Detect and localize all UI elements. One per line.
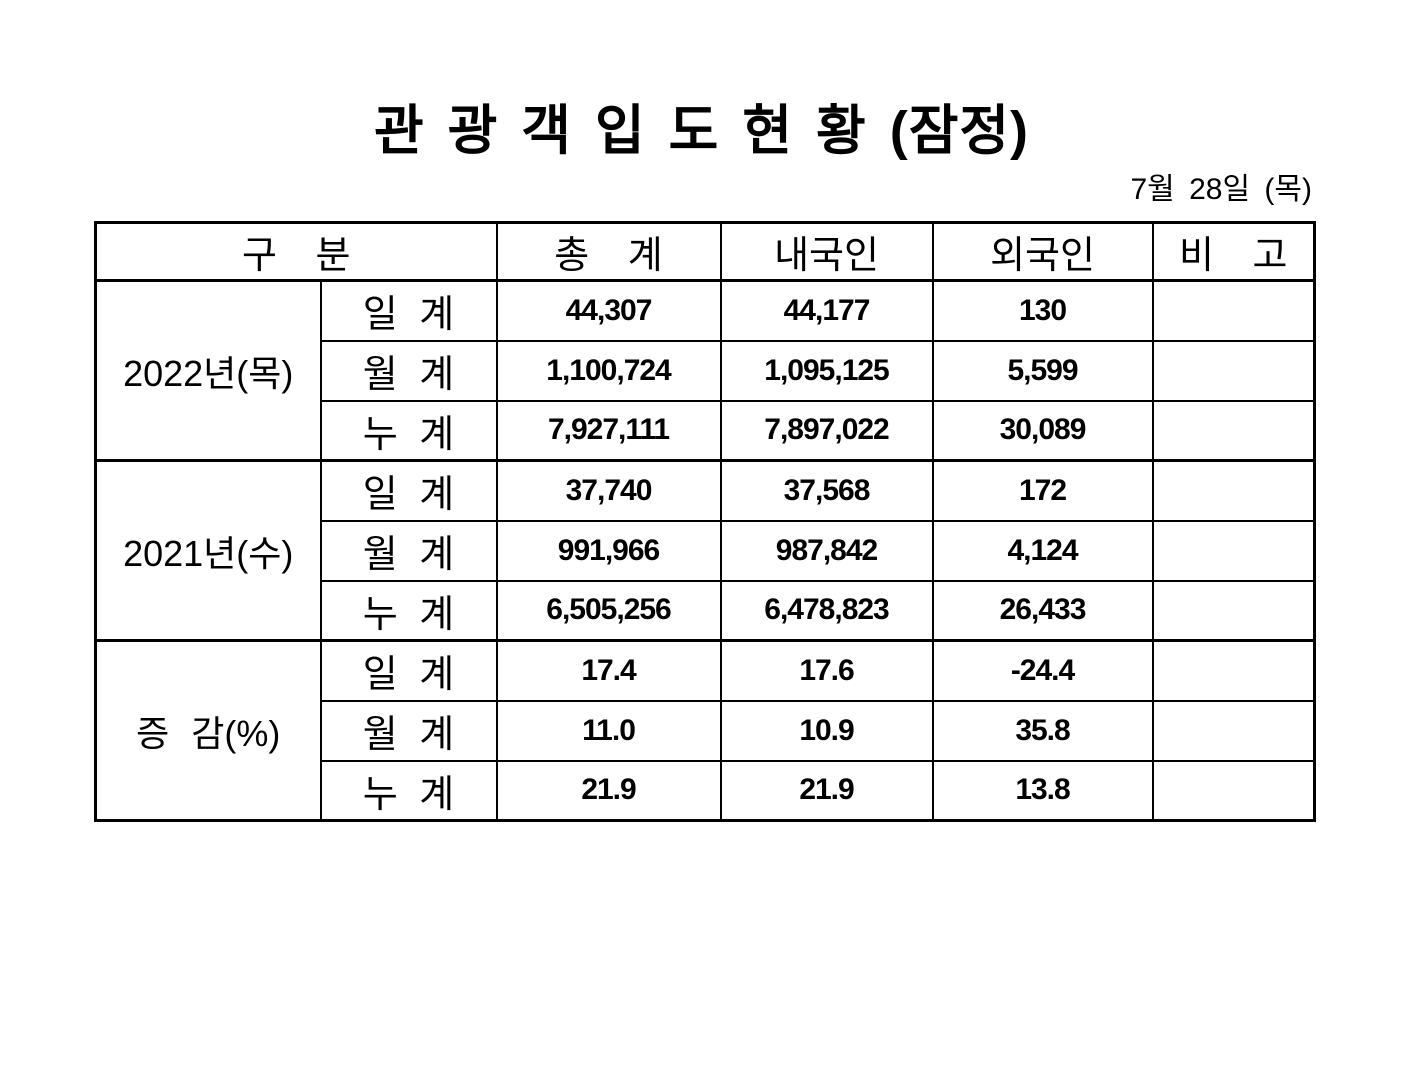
domestic-value: 21.9 — [719, 759, 934, 822]
foreign-value: 172 — [931, 459, 1154, 522]
header-domestic: 내국인 — [719, 221, 934, 282]
header-foreign: 외국인 — [931, 221, 1154, 282]
period-cell: 월 계 — [319, 339, 498, 402]
table-row: 누 계 7,927,111 7,897,022 30,089 — [96, 399, 1316, 462]
foreign-value: 30,089 — [931, 399, 1154, 462]
period-cell: 일 계 — [319, 459, 498, 522]
header-total: 총 계 — [495, 221, 722, 282]
tourist-arrival-table: 구 분 총 계 내국인 외국인 비 고 2022년(목) 일 계 44,307 … — [94, 221, 1317, 823]
foreign-value: 5,599 — [931, 339, 1154, 402]
period-cell: 월 계 — [319, 699, 498, 762]
domestic-value: 6,478,823 — [719, 579, 934, 642]
foreign-value: 35.8 — [931, 699, 1154, 762]
header-remark: 비 고 — [1151, 221, 1316, 282]
foreign-value: 130 — [931, 279, 1154, 342]
year-2022-cell: 2022년(목) — [94, 279, 322, 462]
change-percent-cell: 증 감(%) — [94, 639, 322, 822]
report-date: 7월 28일 (목) — [1130, 173, 1312, 207]
foreign-value: 26,433 — [931, 579, 1154, 642]
remark-cell — [1151, 279, 1316, 342]
domestic-value: 17.6 — [719, 639, 934, 702]
domestic-value: 37,568 — [719, 459, 934, 522]
table-row: 월 계 1,100,724 1,095,125 5,599 — [96, 339, 1316, 402]
year-2021-cell: 2021년(수) — [94, 459, 322, 642]
remark-cell — [1151, 759, 1316, 822]
total-value: 7,927,111 — [495, 399, 722, 462]
total-value: 6,505,256 — [495, 579, 722, 642]
table-row: 증 감(%) 일 계 17.4 17.6 -24.4 — [94, 639, 1316, 822]
remark-cell — [1151, 399, 1316, 462]
domestic-value: 44,177 — [719, 279, 934, 342]
domestic-value: 987,842 — [719, 519, 934, 582]
period-cell: 일 계 — [319, 639, 498, 702]
page-title: 관 광 객 입 도 현 황 (잠정) — [373, 101, 1030, 161]
remark-cell — [1151, 639, 1316, 702]
table-row: 누 계 6,505,256 6,478,823 26,433 — [96, 579, 1316, 642]
table-row: 월 계 11.0 10.9 35.8 — [96, 699, 1316, 762]
foreign-value: 13.8 — [931, 759, 1154, 822]
period-cell: 일 계 — [319, 279, 498, 342]
total-value: 44,307 — [495, 279, 722, 342]
remark-cell — [1151, 519, 1316, 582]
period-cell: 누 계 — [319, 759, 498, 822]
table-row: 2022년(목) 일 계 44,307 44,177 130 — [94, 279, 1316, 462]
total-value: 1,100,724 — [495, 339, 722, 402]
remark-cell — [1151, 699, 1316, 762]
table-row: 누 계 21.9 21.9 13.8 — [96, 759, 1316, 822]
total-value: 11.0 — [495, 699, 722, 762]
remark-cell — [1151, 339, 1316, 402]
table-row: 2021년(수) 일 계 37,740 37,568 172 — [94, 459, 1316, 642]
period-cell: 월 계 — [319, 519, 498, 582]
header-category: 구 분 — [94, 221, 498, 282]
remark-cell — [1151, 579, 1316, 642]
total-value: 37,740 — [495, 459, 722, 522]
foreign-value: 4,124 — [931, 519, 1154, 582]
period-cell: 누 계 — [319, 399, 498, 462]
total-value: 17.4 — [495, 639, 722, 702]
table-row: 월 계 991,966 987,842 4,124 — [96, 519, 1316, 582]
total-value: 21.9 — [495, 759, 722, 822]
header-row: 구 분 총 계 내국인 외국인 비 고 — [94, 221, 1316, 282]
remark-cell — [1151, 459, 1316, 522]
total-value: 991,966 — [495, 519, 722, 582]
period-cell: 누 계 — [319, 579, 498, 642]
foreign-value: -24.4 — [931, 639, 1154, 702]
domestic-value: 1,095,125 — [719, 339, 934, 402]
domestic-value: 7,897,022 — [719, 399, 934, 462]
domestic-value: 10.9 — [719, 699, 934, 762]
